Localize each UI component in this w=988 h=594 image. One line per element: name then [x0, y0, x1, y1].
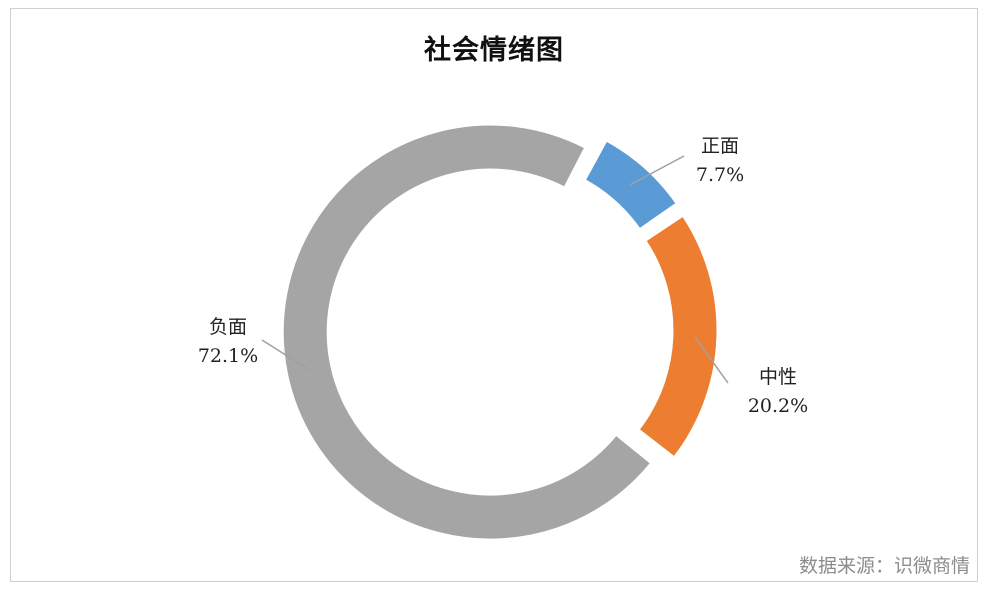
slice-category-label: 中性: [759, 366, 797, 388]
leader-line-2: [694, 336, 729, 384]
data-source: 数据来源：识微商情: [798, 555, 970, 577]
chart-frame: [10, 8, 978, 582]
slice-value-label: 20.2%: [748, 395, 808, 417]
slice-category-label: 负面: [209, 316, 247, 338]
chart-title: 社会情绪图: [424, 35, 564, 66]
slice-value-label: 7.7%: [696, 164, 744, 186]
chart-slices: [280, 122, 720, 542]
slice-value-label: 72.1%: [198, 345, 258, 367]
slice-category-label: 正面: [701, 135, 739, 157]
slice-2: [635, 212, 720, 461]
leader-lines: [261, 155, 729, 384]
slice-labels: 正面 7.7% 中性 20.2% 负面 72.1%: [198, 135, 808, 417]
leader-line-3: [261, 339, 310, 371]
leader-line-1: [629, 155, 685, 186]
slice-3: [280, 122, 654, 542]
